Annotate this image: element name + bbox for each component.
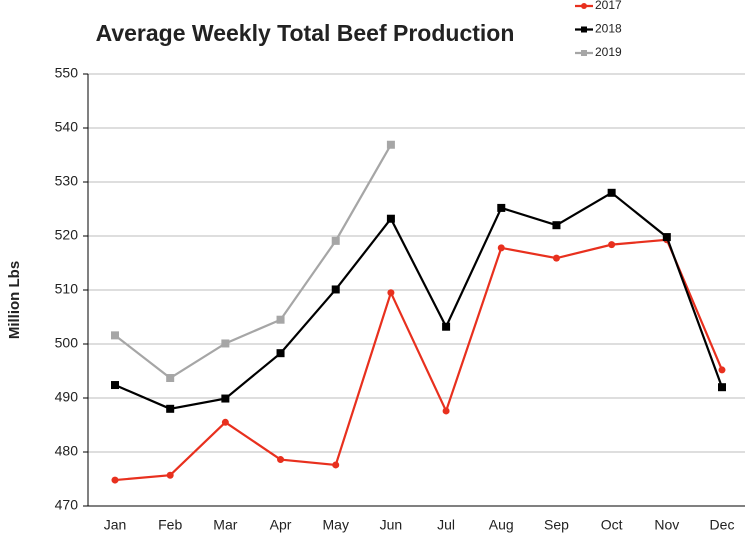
legend-marker <box>581 26 587 33</box>
y-tick-label: 490 <box>55 389 79 405</box>
y-axis-label: Million Lbs <box>6 261 23 339</box>
data-point <box>277 456 285 464</box>
x-tick-label: Feb <box>158 517 182 533</box>
series-line <box>114 144 392 380</box>
x-tick-label: Apr <box>270 517 292 533</box>
data-point <box>552 254 560 262</box>
data-point <box>497 244 505 252</box>
x-tick-label: Jul <box>437 517 455 533</box>
data-point <box>166 471 174 479</box>
data-point <box>442 322 451 331</box>
y-tick-label: 500 <box>55 335 79 351</box>
data-point <box>718 366 726 374</box>
data-point <box>386 140 395 149</box>
data-point <box>111 381 119 390</box>
legend-label: 2017 <box>595 0 622 12</box>
data-point <box>718 383 726 392</box>
data-point <box>662 233 671 242</box>
data-point <box>387 289 395 297</box>
data-point <box>386 214 395 223</box>
data-point <box>497 203 506 212</box>
x-tick-label: Dec <box>710 517 735 533</box>
x-tick-label: Sep <box>544 517 569 533</box>
x-tick-label: Aug <box>489 517 514 533</box>
x-tick-label: Jan <box>104 517 127 533</box>
legend-label: 2018 <box>595 22 622 36</box>
data-point <box>221 339 230 348</box>
data-point <box>331 285 340 294</box>
y-tick-label: 540 <box>55 119 79 135</box>
data-point <box>111 476 119 484</box>
chart-title: Average Weekly Total Beef Production <box>96 20 515 46</box>
y-tick-label: 480 <box>55 443 79 459</box>
x-tick-label: Jun <box>380 517 403 533</box>
data-point <box>276 315 285 324</box>
legend-marker <box>581 50 587 56</box>
data-point <box>552 221 561 230</box>
data-point <box>166 374 175 383</box>
data-point <box>607 188 616 197</box>
data-point <box>166 404 175 413</box>
x-tick-label: Nov <box>654 517 679 533</box>
y-tick-label: 470 <box>55 497 79 513</box>
data-point <box>276 349 285 358</box>
y-tick-label: 550 <box>55 65 79 81</box>
y-tick-label: 510 <box>55 281 79 297</box>
data-point <box>221 418 229 426</box>
legend-label: 2019 <box>595 45 622 59</box>
x-tick-label: May <box>323 517 349 533</box>
x-tick-label: Oct <box>601 517 623 533</box>
data-point <box>608 241 616 249</box>
y-tick-label: 520 <box>55 227 79 243</box>
data-point <box>332 461 340 469</box>
series-line <box>114 191 724 410</box>
legend-marker <box>581 3 587 9</box>
data-point <box>331 236 340 245</box>
data-point <box>221 394 230 403</box>
data-point <box>442 407 450 415</box>
series-line <box>114 238 724 482</box>
x-tick-label: Mar <box>213 517 237 533</box>
y-tick-label: 530 <box>55 173 79 189</box>
data-point <box>111 331 119 340</box>
